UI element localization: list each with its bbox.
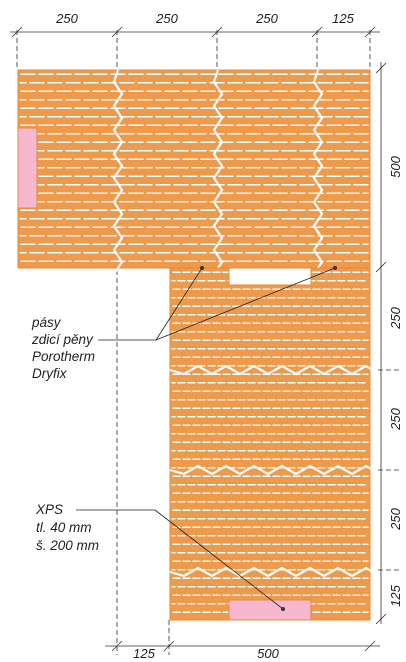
bottom-dim-2: 500 bbox=[257, 646, 279, 661]
xps-insert-upper bbox=[17, 127, 38, 209]
xps-label-line-2: tl. 40 mm bbox=[36, 520, 92, 535]
right-dim-1: 500 bbox=[388, 155, 403, 177]
xps-label-line-1: XPS bbox=[35, 502, 63, 517]
top-dim-1: 250 bbox=[55, 11, 78, 26]
top-dim-3: 250 bbox=[255, 11, 278, 26]
bottom-dim-1: 125 bbox=[133, 646, 155, 661]
foam-callout: pásy zdicí pěny Porotherm Dryfix bbox=[31, 266, 337, 381]
foam-label-line-2: zdicí pěny bbox=[31, 332, 94, 347]
xps-insert-lower bbox=[228, 599, 312, 621]
top-dim-4: 125 bbox=[332, 11, 354, 26]
top-dim-2: 250 bbox=[155, 11, 178, 26]
top-dimension-chain: 250 250 250 125 bbox=[10, 11, 380, 38]
lower-masonry-column bbox=[169, 267, 381, 621]
right-dim-4: 250 bbox=[388, 507, 403, 530]
xps-label-line-3: š. 200 mm bbox=[36, 538, 99, 553]
right-dim-5: 125 bbox=[388, 584, 403, 606]
foam-label-line-1: pásy bbox=[31, 315, 62, 330]
upper-masonry-row bbox=[17, 69, 371, 275]
foam-label-line-3: Porotherm bbox=[32, 349, 95, 364]
right-dim-3: 250 bbox=[388, 407, 403, 430]
right-dim-2: 250 bbox=[388, 306, 403, 329]
xps-callout: XPS tl. 40 mm š. 200 mm bbox=[35, 502, 285, 611]
right-dimension-chain: 500 250 250 250 125 bbox=[375, 62, 403, 625]
foam-label-line-4: Dryfix bbox=[32, 366, 68, 381]
notch-gap bbox=[228, 267, 312, 286]
bottom-dimension-chain: 125 500 bbox=[105, 640, 380, 661]
